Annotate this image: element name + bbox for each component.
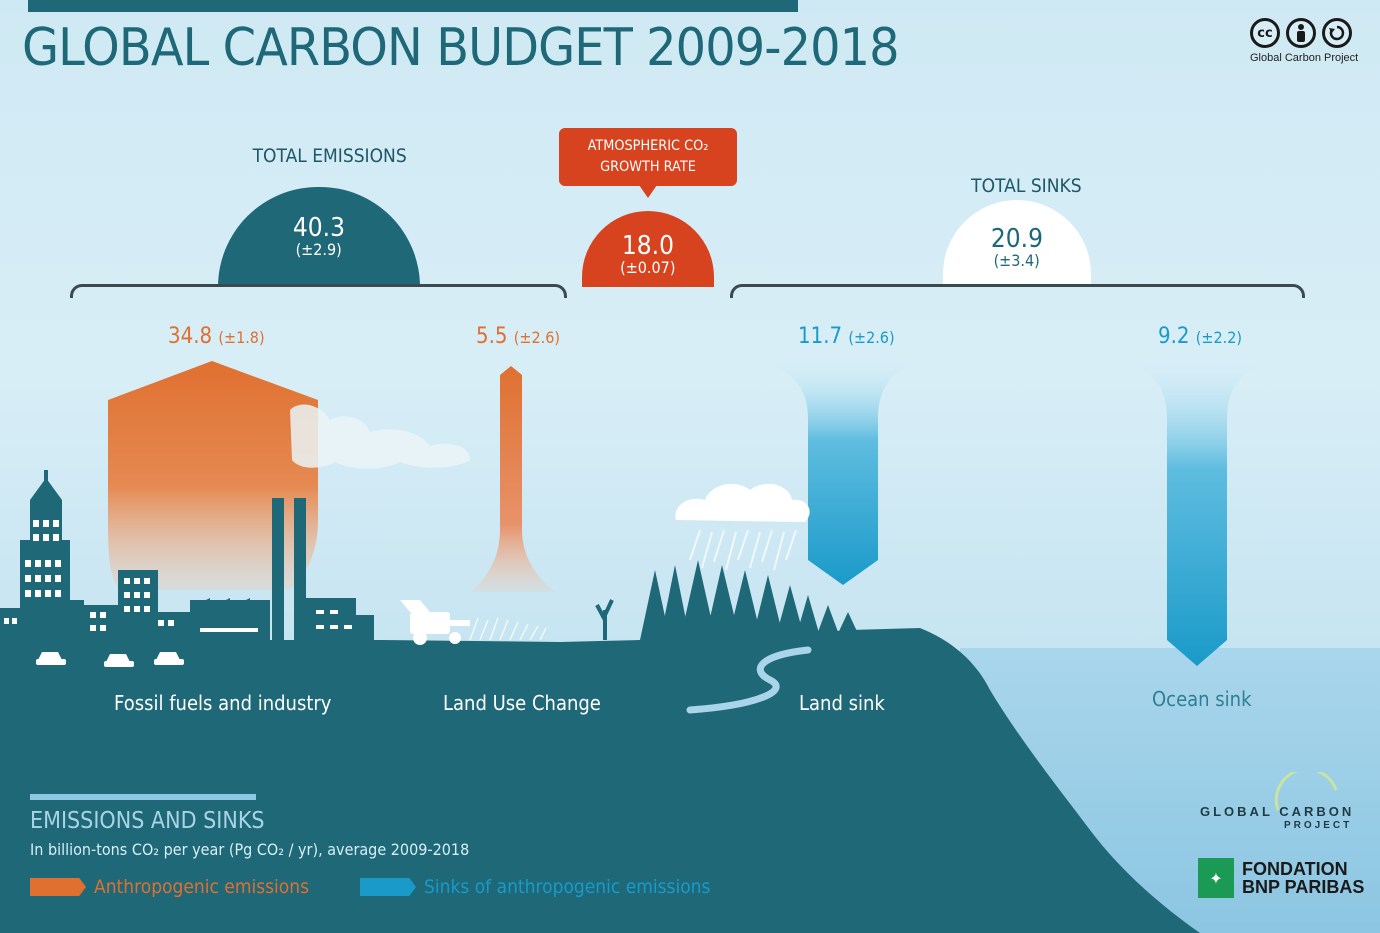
- tree-icon: [595, 599, 614, 640]
- land-sink-uncertainty: (±2.6): [848, 328, 895, 347]
- share-alike-icon: [1322, 18, 1352, 48]
- land-use-emission-plume: [470, 366, 555, 592]
- land: [0, 628, 1200, 933]
- land-sink-flux-value: 11.7 (±2.6): [798, 324, 895, 349]
- legend-title: EMISSIONS AND SINKS: [30, 808, 265, 834]
- building-windows: [4, 520, 352, 632]
- bnp-paribas-logo: ✦ FONDATION BNP PARIBAS: [1198, 858, 1364, 898]
- fossil-value: 34.8: [168, 324, 213, 349]
- smoke-cloud: [290, 404, 470, 469]
- land-sink-funnel: [760, 362, 920, 585]
- land-use-flux-value: 5.5 (±2.6): [476, 324, 560, 349]
- crops: [469, 617, 547, 641]
- land-sink-value: 11.7: [798, 324, 843, 349]
- total-sinks-uncertainty: (±3.4): [993, 251, 1041, 270]
- attribution-icon: [1286, 18, 1316, 48]
- ocean-sink-uncertainty: (±2.2): [1195, 328, 1243, 347]
- sinks-bracket: [730, 284, 1305, 298]
- global-carbon-project-logo: GLOBAL CARBON PROJECT: [1200, 772, 1353, 840]
- total-sinks-label: TOTAL SINKS: [971, 175, 1082, 197]
- bnp-stars-icon: ✦: [1198, 858, 1234, 898]
- title-accent-bar: [28, 0, 798, 12]
- fossil-category-label: Fossil fuels and industry: [114, 691, 332, 715]
- cars: [36, 652, 184, 667]
- atmospheric-uncertainty: (±0.07): [620, 258, 676, 277]
- harvester-icon: [400, 600, 470, 645]
- sinks-arrow-icon: [360, 878, 416, 896]
- land-use-value: 5.5: [476, 324, 508, 349]
- total-emissions-label: TOTAL EMISSIONS: [252, 145, 407, 167]
- ocean-sink-flux-value: 9.2 (±2.2): [1158, 324, 1242, 349]
- total-sinks-value: 20.9: [990, 224, 1044, 254]
- river: [686, 646, 812, 714]
- gcp-name-line2: PROJECT: [1284, 820, 1353, 831]
- bnp-name-line1: FONDATION: [1242, 859, 1348, 879]
- rain: [689, 529, 797, 571]
- forest: [640, 560, 861, 640]
- legend-sinks-label: Sinks of anthropogenic emissions: [424, 876, 711, 898]
- emissions-bracket: [70, 284, 567, 298]
- cc-icon: cc: [1250, 18, 1280, 48]
- atmospheric-label-line2: GROWTH RATE: [600, 159, 696, 175]
- license-organization: Global Carbon Project: [1250, 52, 1359, 64]
- total-emissions-uncertainty: (±2.9): [295, 240, 343, 259]
- bnp-name-line2: BNP PARIBAS: [1242, 877, 1365, 897]
- fossil-flux-value: 34.8 (±1.8): [168, 324, 265, 349]
- rain-cloud: [675, 483, 810, 522]
- license-badge: cc Global Carbon Project: [1250, 18, 1365, 74]
- cc-symbol: cc: [1257, 25, 1273, 41]
- gcp-arc-icon: [1274, 772, 1338, 811]
- ocean-sink-value: 9.2: [1158, 324, 1190, 349]
- fossil-emission-plume: [108, 361, 318, 590]
- emissions-arrow-icon: [30, 878, 86, 896]
- land-use-category-label: Land Use Change: [443, 691, 601, 715]
- legend-accent-bar: [30, 794, 256, 800]
- atmospheric-growth-callout: ATMOSPHERIC CO₂ GROWTH RATE: [559, 128, 737, 198]
- legend-item-sinks: Sinks of anthropogenic emissions: [360, 876, 742, 898]
- land-use-uncertainty: (±2.6): [513, 328, 561, 347]
- fossil-uncertainty: (±1.8): [218, 328, 265, 347]
- legend-emissions-label: Anthropogenic emissions: [94, 876, 310, 898]
- gcp-name-line1: GLOBAL CARBON: [1200, 804, 1355, 819]
- atmospheric-label-line1: ATMOSPHERIC CO₂: [587, 138, 709, 154]
- total-emissions-value: 40.3: [292, 213, 346, 243]
- atmospheric-value: 18.0: [621, 231, 675, 261]
- land-sink-category-label: Land sink: [799, 691, 885, 715]
- legend-subtitle: In billion-tons CO₂ per year (Pg CO₂ / y…: [30, 840, 470, 859]
- ocean-sink-category-label: Ocean sink: [1152, 687, 1252, 711]
- legend-item-emissions: Anthropogenic emissions: [30, 876, 333, 898]
- ocean-sink-funnel: [1125, 362, 1270, 666]
- page-title: GLOBAL CARBON BUDGET 2009-2018: [22, 18, 900, 78]
